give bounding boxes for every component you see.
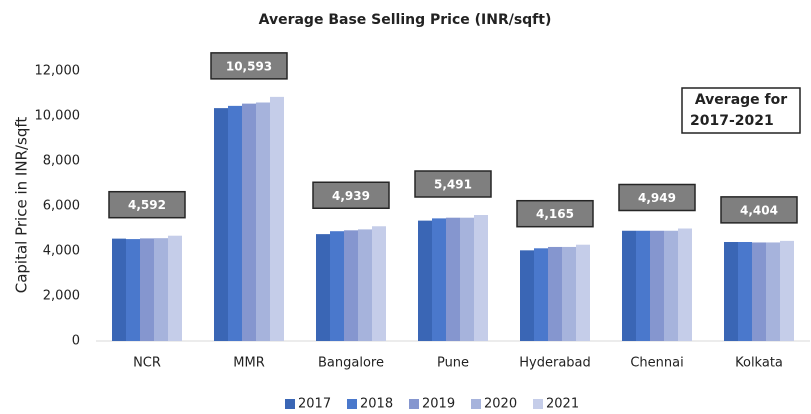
- average-label: 4,404: [740, 203, 778, 217]
- average-box: [108, 190, 186, 219]
- bar: [548, 246, 562, 341]
- bar: [534, 248, 548, 341]
- bar: [650, 230, 664, 341]
- legend-swatch: [285, 399, 295, 409]
- average-label: 5,491: [434, 178, 472, 192]
- y-tick-label: 4,000: [43, 244, 80, 259]
- average-label: 10,593: [226, 59, 272, 73]
- x-tick-label: NCR: [133, 356, 161, 371]
- legend-label: 2020: [484, 397, 517, 412]
- bar: [316, 234, 330, 341]
- chart-title: Average Base Selling Price (INR/sqft): [259, 12, 552, 28]
- x-tick-label: Chennai: [630, 356, 683, 371]
- legend-swatch: [409, 399, 419, 409]
- y-tick-label: 0: [72, 334, 80, 349]
- y-tick-label: 2,000: [43, 289, 80, 304]
- x-tick-label: Pune: [437, 356, 469, 371]
- bar: [724, 242, 738, 341]
- average-box: [618, 183, 696, 212]
- bar: [418, 220, 432, 341]
- bar: [752, 242, 766, 341]
- bar: [636, 230, 650, 341]
- bar: [576, 244, 590, 341]
- bar: [460, 217, 474, 341]
- bar: [622, 230, 636, 341]
- x-tick-label: Bangalore: [318, 356, 384, 371]
- y-tick-label: 10,000: [35, 109, 81, 124]
- bar: [474, 215, 488, 341]
- bar: [112, 238, 126, 341]
- average-box: [210, 52, 288, 80]
- x-tick-label: MMR: [233, 356, 264, 371]
- y-tick-label: 8,000: [43, 154, 80, 169]
- bar: [214, 108, 228, 341]
- bar: [344, 230, 358, 341]
- y-axis-label: Capital Price in INR/sqft: [13, 117, 31, 294]
- note-box: [681, 87, 801, 134]
- legend-swatch: [471, 399, 481, 409]
- average-box: [414, 170, 492, 198]
- bar: [228, 105, 242, 341]
- note-line: 2017-2021: [690, 113, 774, 129]
- bar: [126, 239, 140, 341]
- average-box: [720, 196, 798, 224]
- x-tick-label: Kolkata: [735, 356, 783, 371]
- bar: [242, 103, 256, 341]
- bar: [358, 229, 372, 341]
- y-tick-label: 6,000: [43, 199, 80, 214]
- legend-swatch: [347, 399, 357, 409]
- bar: [766, 242, 780, 341]
- bar: [270, 96, 284, 341]
- legend-label: 2017: [298, 397, 331, 412]
- bar: [446, 217, 460, 341]
- average-label: 4,939: [332, 189, 370, 203]
- bar: [432, 218, 446, 341]
- legend-swatch: [533, 399, 543, 409]
- bar: [678, 228, 692, 341]
- bar: [256, 102, 270, 341]
- bar: [562, 246, 576, 341]
- y-tick-label: 12,000: [35, 64, 81, 79]
- average-box: [516, 199, 594, 228]
- note-line: Average for: [695, 92, 787, 108]
- average-box: [312, 181, 390, 209]
- bar: [140, 238, 154, 341]
- bar: [372, 226, 386, 341]
- average-label: 4,949: [638, 191, 676, 205]
- average-label: 4,165: [536, 207, 574, 221]
- legend-label: 2018: [360, 397, 393, 412]
- bar: [330, 231, 344, 341]
- bar: [738, 242, 752, 341]
- bar: [664, 230, 678, 341]
- legend-label: 2019: [422, 397, 455, 412]
- legend-label: 2021: [546, 397, 579, 412]
- x-tick-label: Hyderabad: [519, 356, 591, 371]
- bar: [154, 238, 168, 341]
- bar: [168, 235, 182, 341]
- bar: [520, 250, 534, 341]
- average-label: 4,592: [128, 198, 166, 212]
- bar: [780, 240, 794, 341]
